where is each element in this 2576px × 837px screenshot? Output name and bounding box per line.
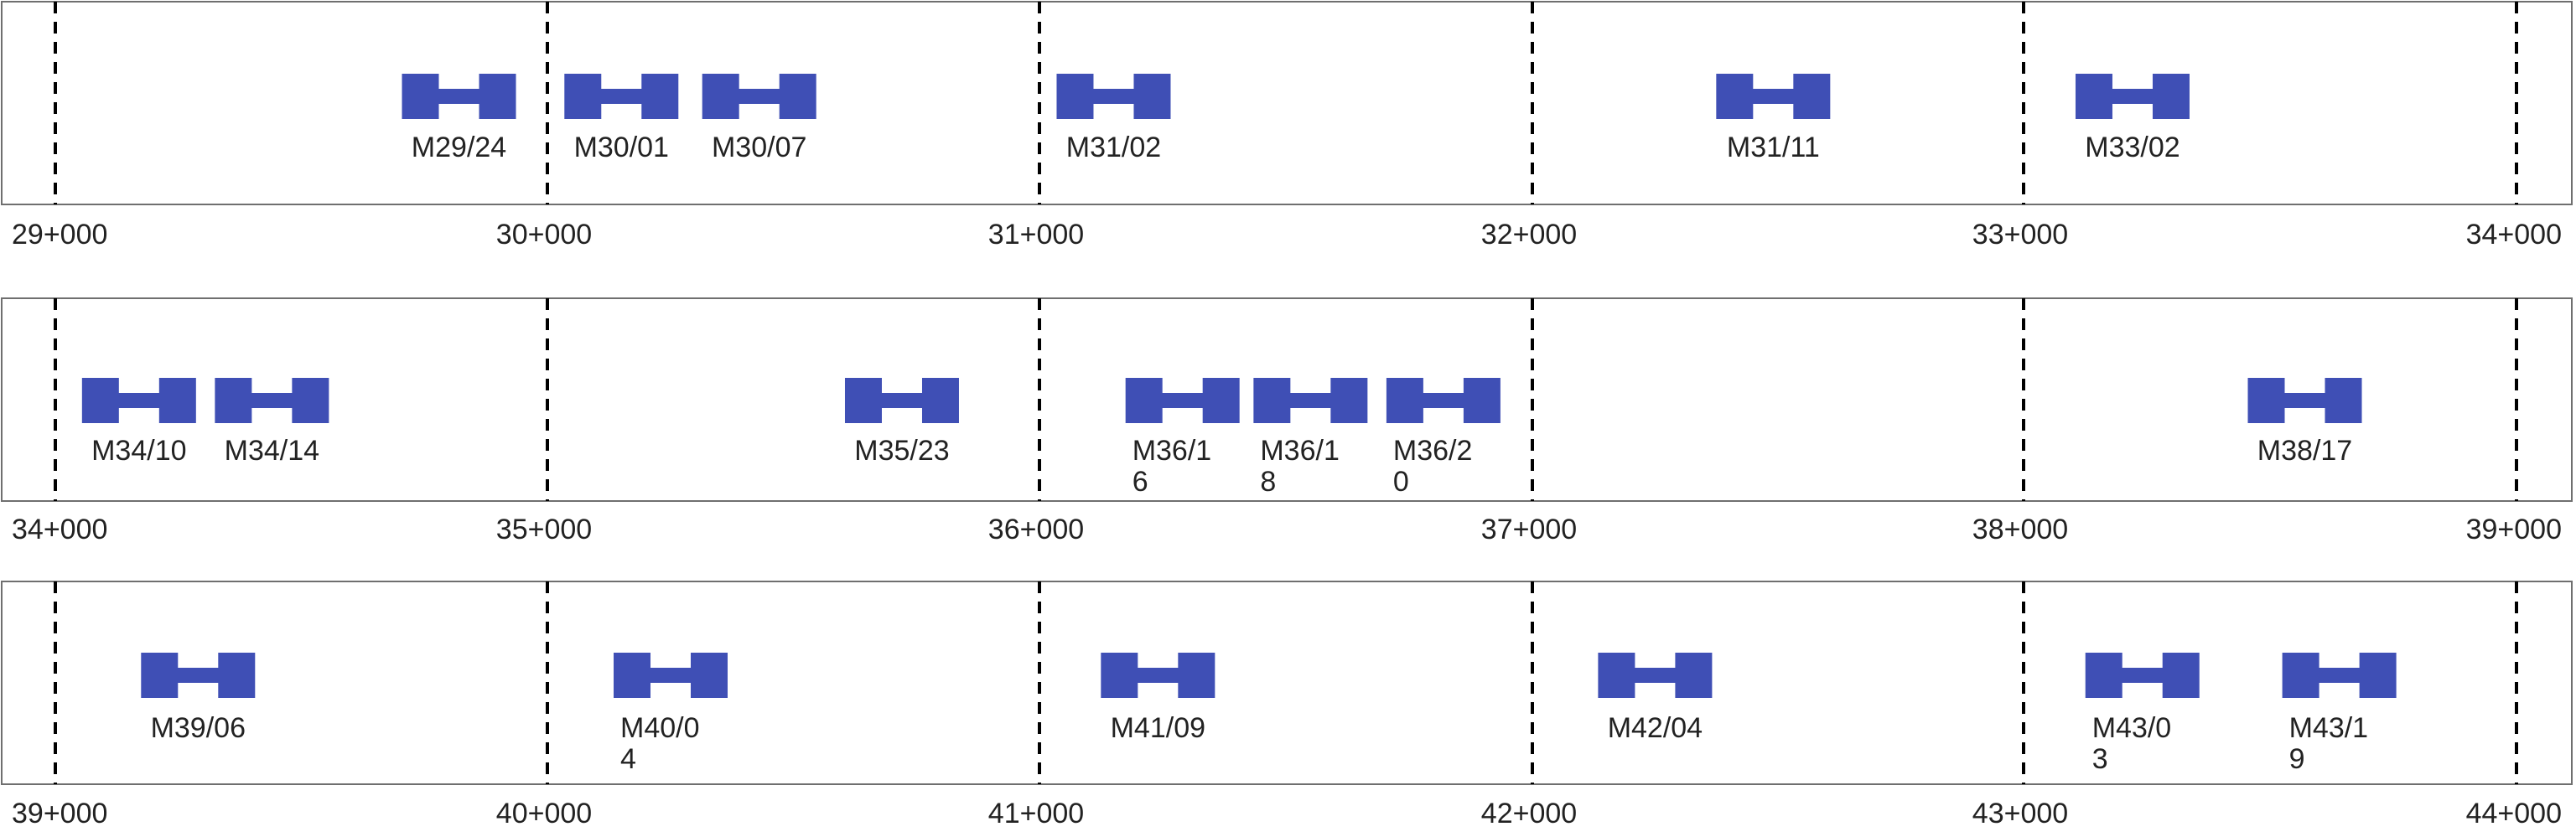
marker: M39/06 [141,653,256,744]
marker-icon [1386,378,1501,423]
marker-label: M36/2 0 [1393,435,1473,498]
marker: M34/10 [81,378,196,467]
km-label: 42+000 [1481,798,1577,829]
panel-row-2: 34+000 35+000 36+000 37+000 38+000 39+000 M34/… [1,297,2573,545]
marker-icon [1253,378,1368,423]
marker: M40/0 4 [614,653,728,775]
marker: M36/1 6 [1125,378,1240,498]
km-label: 43+000 [1972,798,2068,829]
km-label: 31+000 [988,219,1084,251]
marker-label: M39/06 [151,712,246,744]
marker: M43/0 3 [2085,653,2200,775]
marker-icon [702,74,816,119]
marker-icon [2247,378,2362,423]
marker: M34/14 [215,378,329,467]
marker-icon [1101,653,1215,698]
km-label: 44+000 [2466,798,2562,829]
km-label: 37+000 [1481,514,1577,545]
marker-icon [844,378,959,423]
marker-label: M42/04 [1608,712,1703,744]
marker-icon [614,653,728,698]
marker-label: M34/10 [91,435,186,467]
marker-icon [564,74,679,119]
marker: M30/01 [564,74,679,163]
marker-label: M40/0 4 [620,712,700,775]
marker-label: M41/09 [1111,712,1205,744]
marker: M30/07 [702,74,816,163]
marker: M42/04 [1598,653,1713,744]
marker-icon [215,378,329,423]
marker-label: M30/01 [574,132,669,163]
marker: M35/23 [844,378,959,467]
km-label: 34+000 [2466,219,2562,251]
marker-label: M33/02 [2085,132,2179,163]
marker-label: M43/1 9 [2289,712,2369,775]
marker: M31/02 [1056,74,1171,163]
km-label: 33+000 [1972,219,2068,251]
km-label: 35+000 [496,514,592,545]
marker-icon [402,74,516,119]
marker: M31/11 [1716,74,1831,163]
marker-icon [141,653,256,698]
marker-label: M38/17 [2257,435,2352,467]
marker: M36/2 0 [1386,378,1501,498]
km-label: 41+000 [988,798,1084,829]
km-label: 30+000 [496,219,592,251]
marker-icon [2282,653,2397,698]
marker: M36/1 8 [1253,378,1368,498]
km-label: 32+000 [1481,219,1577,251]
marker-icon [1056,74,1171,119]
km-label: 39+000 [12,798,107,829]
marker: M41/09 [1101,653,1215,744]
marker-icon [1125,378,1240,423]
marker-label: M31/11 [1727,132,1820,163]
km-label: 29+000 [12,219,107,251]
marker: M43/1 9 [2282,653,2397,775]
marker-label: M30/07 [712,132,806,163]
panel-row-1: 29+000 30+000 31+000 32+000 33+000 34+000 M29/… [1,1,2573,251]
marker-label: M36/1 8 [1260,435,1340,498]
marker-icon [1598,653,1713,698]
marker-label: M34/14 [225,435,319,467]
km-label: 38+000 [1972,514,2068,545]
marker-label: M35/23 [854,435,949,467]
marker: M29/24 [402,74,516,163]
marker-label: M31/02 [1066,132,1161,163]
marker-icon [2075,74,2190,119]
marker-icon [2085,653,2200,698]
marker-icon [81,378,196,423]
marker-label: M43/0 3 [2092,712,2172,775]
km-label: 39+000 [2466,514,2562,545]
marker: M33/02 [2075,74,2190,163]
marker-icon [1716,74,1831,119]
km-label: 36+000 [988,514,1084,545]
km-label: 40+000 [496,798,592,829]
marker-label: M36/1 6 [1133,435,1212,498]
panel-row-3: 39+000 40+000 41+000 42+000 43+000 44+000 M39/… [1,581,2573,829]
marker: M38/17 [2247,378,2362,467]
km-label: 34+000 [12,514,107,545]
marker-label: M29/24 [412,132,506,163]
